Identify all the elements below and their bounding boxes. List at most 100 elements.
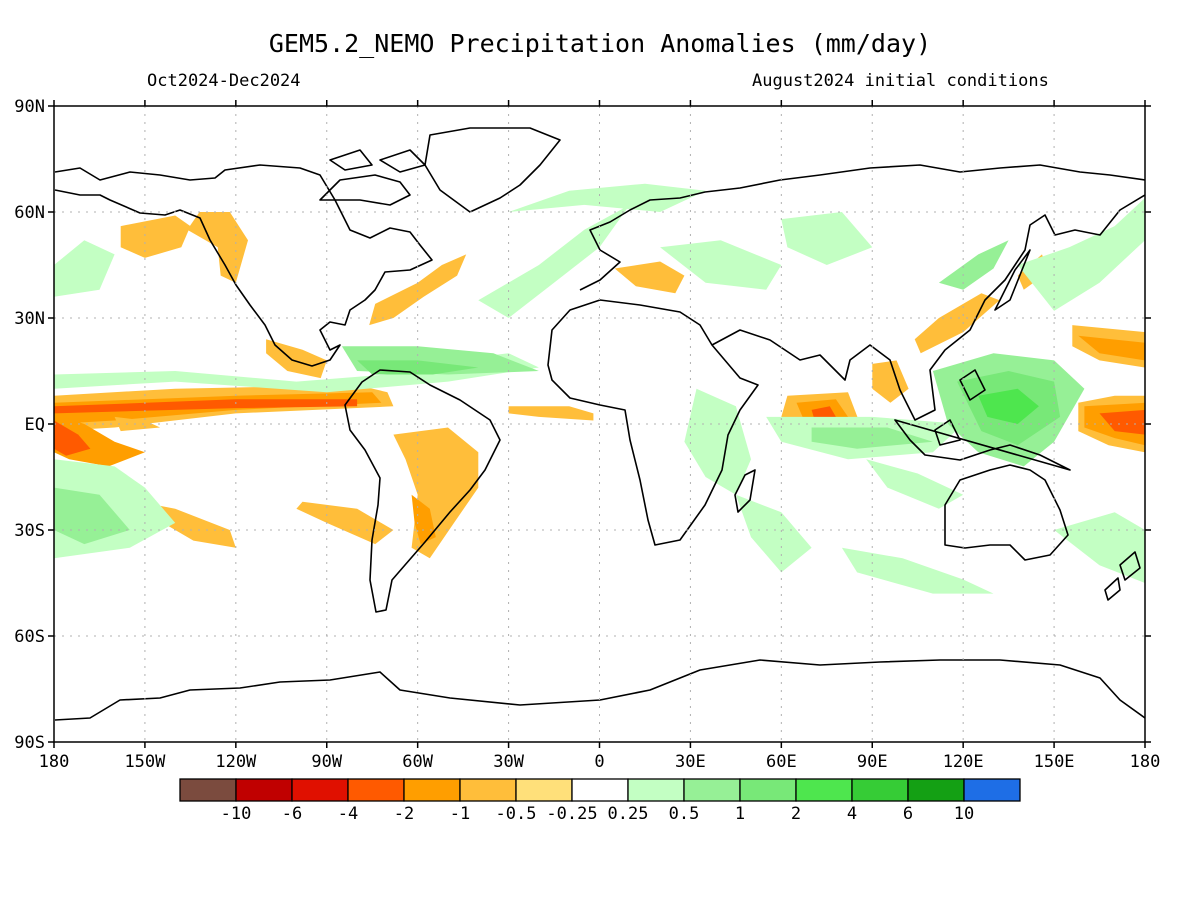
anomaly-region-23 xyxy=(1078,335,1145,361)
colorbar-swatch xyxy=(739,778,797,802)
colorbar-swatch xyxy=(291,778,349,802)
colorbar-label: -6 xyxy=(282,804,302,824)
colorbar-swatch xyxy=(907,778,965,802)
anomaly-region-47 xyxy=(938,240,1009,290)
coastline-layer xyxy=(54,127,1145,721)
coastline-africa-eurasia xyxy=(547,299,759,546)
lon-label: 120E xyxy=(943,752,984,772)
anomaly-region-6 xyxy=(296,501,394,545)
anomaly-region-26 xyxy=(1099,409,1145,435)
colorbar-swatch xyxy=(963,778,1021,802)
colorbar-label: 0.5 xyxy=(669,804,700,824)
anomaly-region-38 xyxy=(841,547,994,594)
coastline-middle-east-asia xyxy=(711,194,1145,421)
anomaly-region-33 xyxy=(508,183,706,212)
colorbar-label: -1 xyxy=(450,804,470,824)
lon-label: 0 xyxy=(594,752,604,772)
lon-label: 180 xyxy=(1130,752,1161,772)
lat-label: 30S xyxy=(14,521,45,541)
coastline-europe xyxy=(579,164,1145,291)
anomaly-region-5 xyxy=(114,416,161,432)
anomaly-region-40 xyxy=(811,427,933,449)
lon-label: 180 xyxy=(39,752,70,772)
colorbar-label: 1 xyxy=(735,804,745,824)
coastline-southeast-asia-islands xyxy=(894,249,1071,471)
colorbar-label: 4 xyxy=(847,804,857,824)
coastline-madagascar xyxy=(734,469,756,513)
colorbar-swatch xyxy=(347,778,405,802)
lat-label: 90S xyxy=(14,733,45,753)
colorbar-labels: -10 -6 -4 -2 -1 -0.5 -0.25 0.25 0.5 1 2 4 6 10 xyxy=(221,804,975,824)
lon-label: 90W xyxy=(311,752,342,772)
lon-label: 120W xyxy=(215,752,257,772)
lat-label: 60S xyxy=(14,627,45,647)
colorbar-label: 6 xyxy=(903,804,913,824)
lat-label: 60N xyxy=(14,203,45,223)
anomaly-region-46 xyxy=(54,240,115,297)
colorbar-swatch xyxy=(403,778,461,802)
coastline-south-america xyxy=(344,369,501,613)
lat-label: 90N xyxy=(14,97,45,117)
initial-conditions: August2024 initial conditions xyxy=(752,71,1049,91)
lon-label: 90E xyxy=(857,752,888,772)
anomaly-region-10 xyxy=(187,212,248,283)
anomaly-region-13 xyxy=(369,254,467,326)
lon-label: 30W xyxy=(493,752,524,772)
anomaly-region-43 xyxy=(978,388,1039,424)
graticule xyxy=(54,106,1145,742)
lon-label: 150W xyxy=(124,752,166,772)
anomaly-region-11 xyxy=(120,215,191,258)
anomaly-region-15 xyxy=(614,261,685,294)
colorbar-swatch xyxy=(515,778,573,802)
longitude-labels: 180 150W 120W 90W 60W 30W 0 30E 60E 90E 120E 150E 18… xyxy=(39,752,1161,772)
colorbar-swatch xyxy=(795,778,853,802)
anomaly-region-4 xyxy=(54,420,91,456)
colorbar-swatch xyxy=(459,778,517,802)
axis-ticks xyxy=(48,100,1151,748)
colorbar-label: 0.25 xyxy=(608,804,649,824)
colorbar-swatch xyxy=(683,778,741,802)
anomaly-region-14 xyxy=(508,406,594,421)
anomaly-region-2 xyxy=(54,399,358,414)
coastline-arctic-islands xyxy=(319,149,426,206)
anomaly-region-35 xyxy=(781,212,873,265)
colorbar-swatch xyxy=(851,778,909,802)
colorbar-label: -2 xyxy=(394,804,414,824)
anomaly-fill-layer xyxy=(54,183,1145,594)
anomaly-region-48 xyxy=(866,459,964,509)
map-area xyxy=(54,106,1145,742)
colorbar-label: -4 xyxy=(338,804,358,824)
anomaly-region-44 xyxy=(1017,197,1145,311)
colorbar-swatch xyxy=(571,778,629,802)
map-title: GEM5.2_NEMO Precipitation Anomalies (mm/… xyxy=(269,29,931,58)
coastline-new-zealand xyxy=(1104,551,1141,601)
coastline-greenland xyxy=(424,127,561,213)
lon-label: 30E xyxy=(675,752,706,772)
colorbar-label: -0.25 xyxy=(546,804,597,824)
lon-label: 60E xyxy=(766,752,797,772)
latitude-labels: 90N 60N 30N EQ 30S 60S 90S xyxy=(14,97,45,753)
anomaly-region-29 xyxy=(54,353,539,393)
anomaly-region-45 xyxy=(1054,512,1145,583)
colorbar-swatch xyxy=(235,778,293,802)
colorbar-label: -10 xyxy=(221,804,252,824)
anomaly-region-34 xyxy=(660,240,782,290)
anomaly-region-36 xyxy=(684,388,751,495)
anomaly-region-19 xyxy=(872,360,909,403)
colorbar xyxy=(179,778,1021,802)
anomaly-region-37 xyxy=(735,494,812,573)
lat-label: EQ xyxy=(25,415,45,435)
anomaly-region-8 xyxy=(393,427,479,559)
lon-label: 150E xyxy=(1034,752,1075,772)
colorbar-label: 2 xyxy=(791,804,801,824)
coastline-antarctica xyxy=(54,659,1145,721)
anomaly-region-3 xyxy=(54,413,145,467)
lon-label: 60W xyxy=(402,752,433,772)
colorbar-label: -0.5 xyxy=(496,804,537,824)
anomaly-region-12 xyxy=(266,339,327,379)
colorbar-swatch xyxy=(627,778,685,802)
forecast-period: Oct2024-Dec2024 xyxy=(147,71,301,91)
colorbar-swatch xyxy=(179,778,237,802)
colorbar-label: 10 xyxy=(954,804,974,824)
